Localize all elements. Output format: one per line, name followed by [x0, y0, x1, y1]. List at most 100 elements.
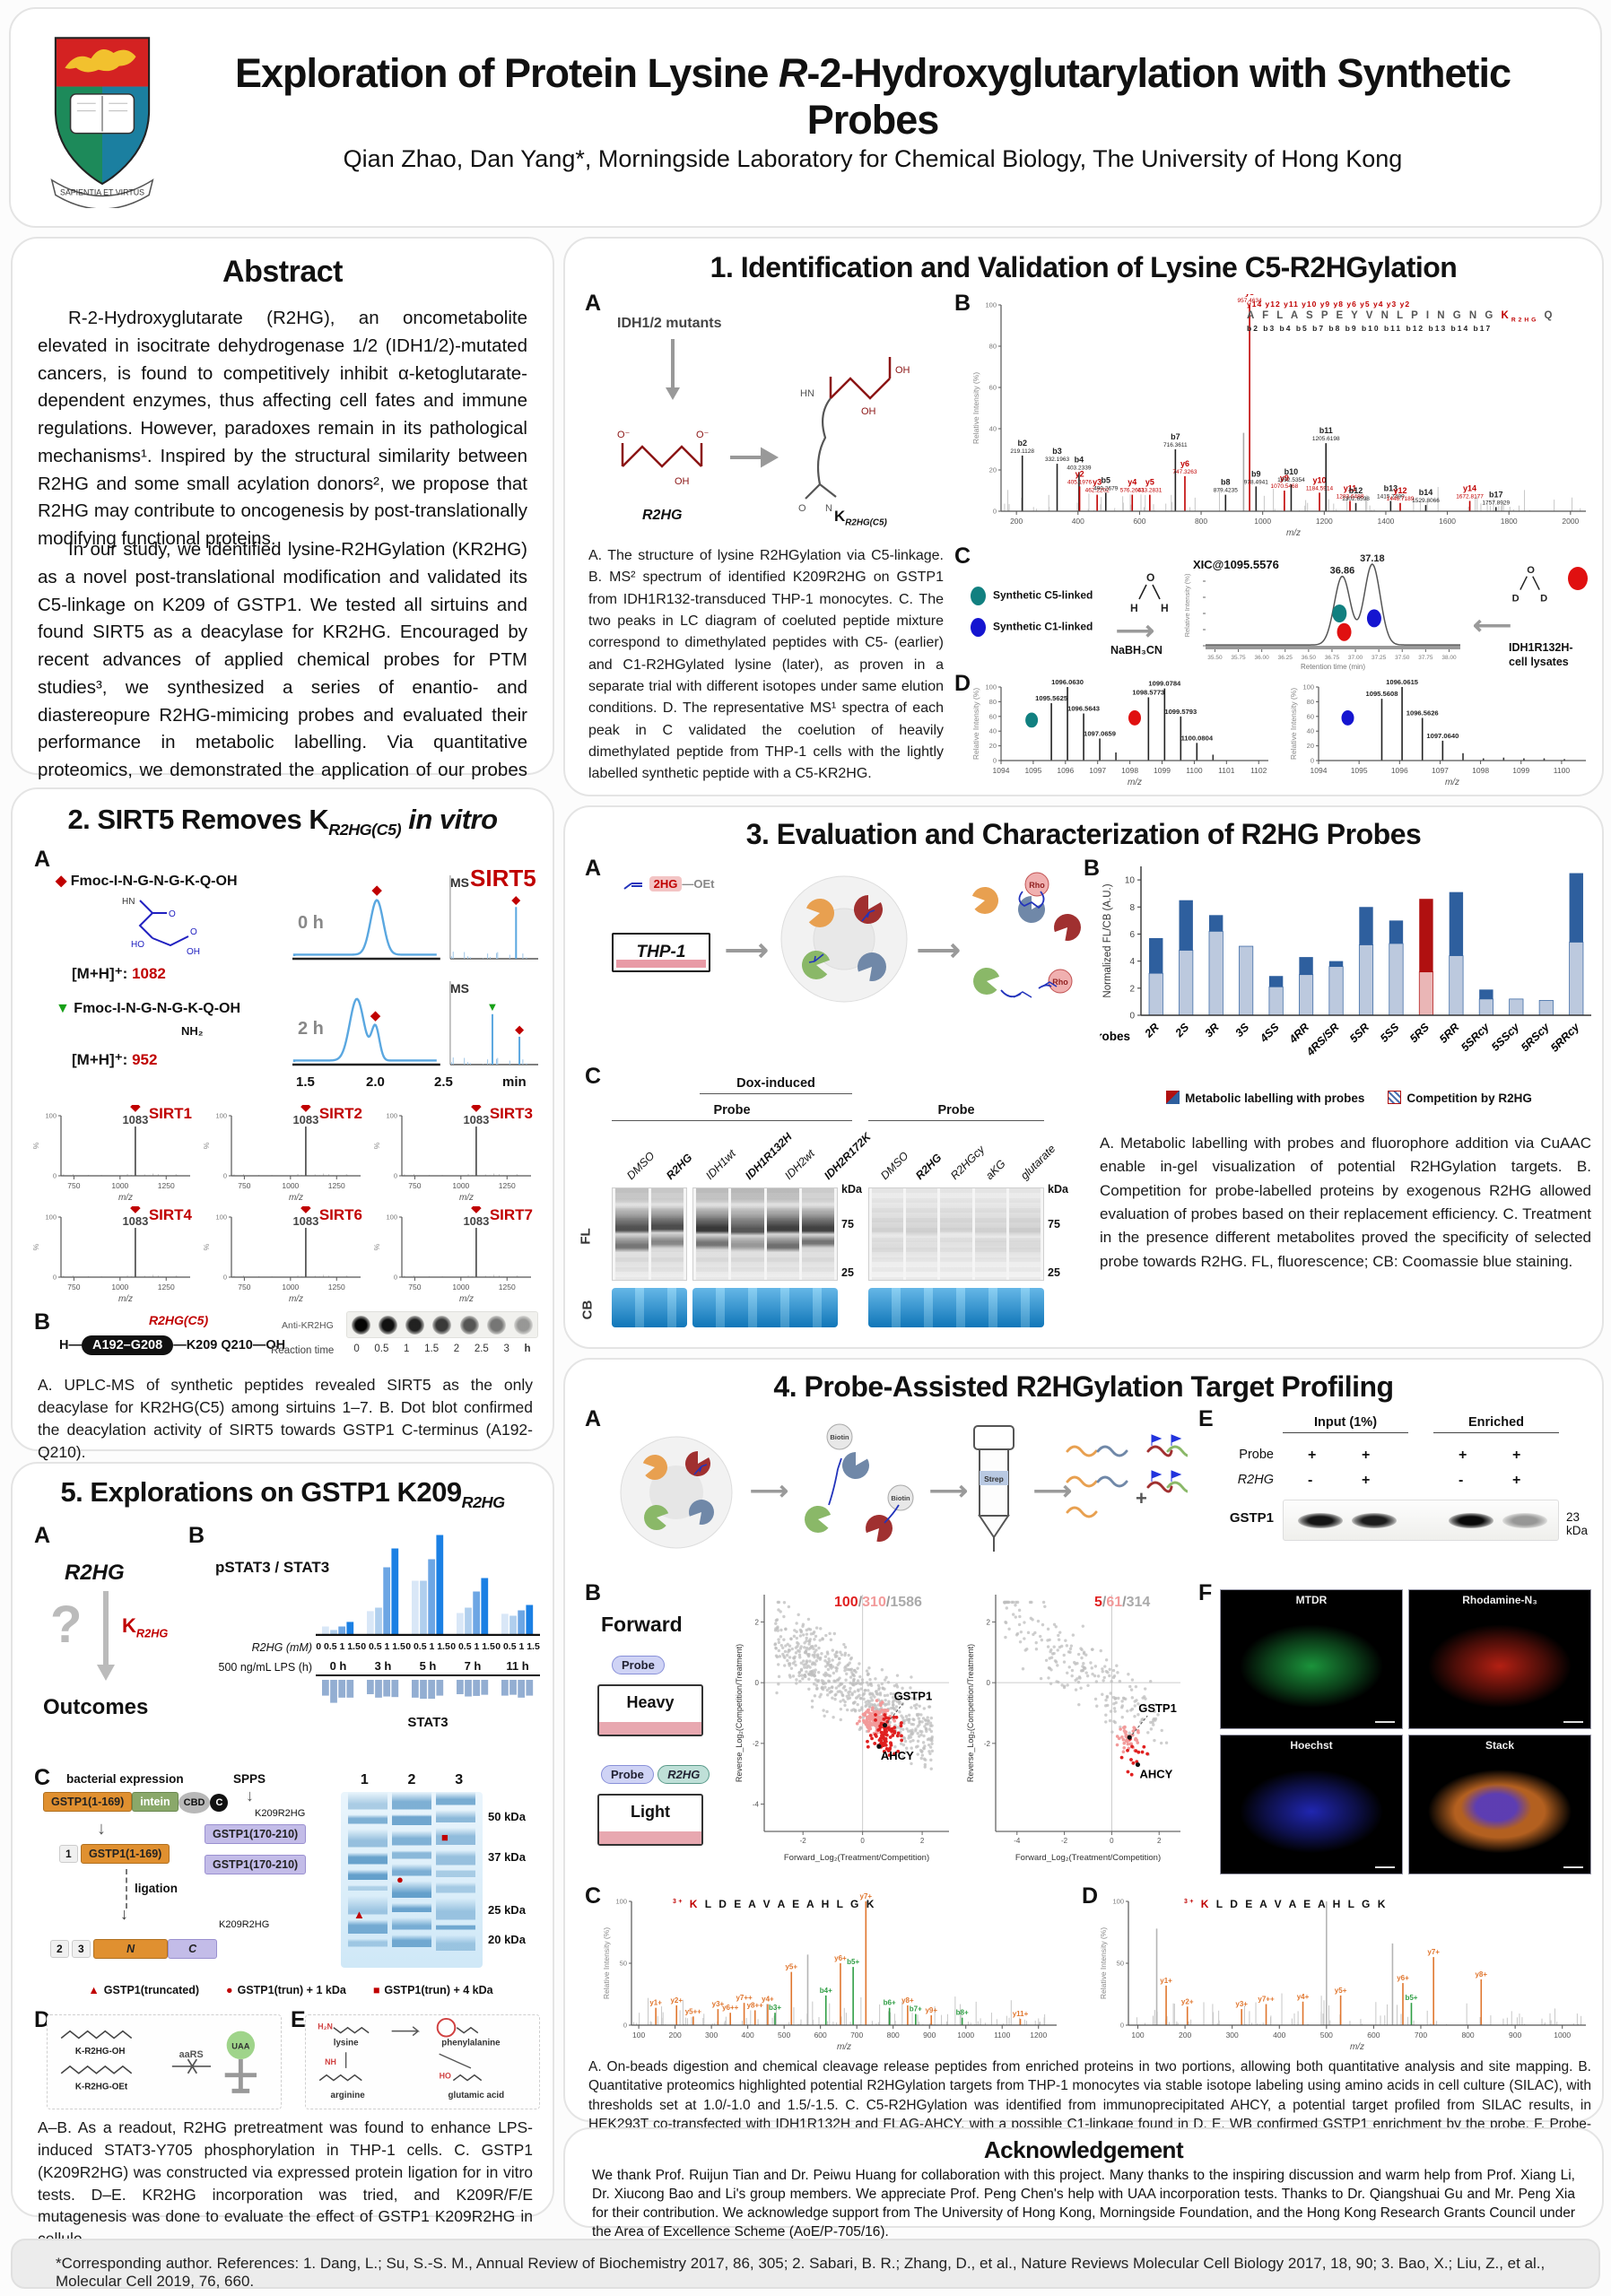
svg-text:5SRcy: 5SRcy: [1459, 1020, 1493, 1054]
bar-chart-legend: Metabolic labelling with probes Competit…: [1103, 1091, 1595, 1105]
svg-text:0: 0: [394, 1172, 397, 1180]
svg-text:O: O: [169, 909, 176, 919]
svg-text:◆: ◆: [300, 1105, 311, 1114]
svg-text:1083: 1083: [463, 1214, 489, 1228]
svg-text:1096.0630: 1096.0630: [1051, 678, 1084, 686]
fluorescence-image: Stack: [1408, 1735, 1591, 1874]
svg-text:2: 2: [987, 1618, 991, 1626]
svg-text:5SScy: 5SScy: [1489, 1020, 1522, 1053]
svg-text:5RR: 5RR: [1437, 1021, 1462, 1046]
svg-text:b4: b4: [1075, 455, 1084, 464]
svg-text:1000: 1000: [1554, 2031, 1571, 2039]
svg-text:◆: ◆: [300, 1206, 311, 1215]
svg-text:b6+: b6+: [884, 1999, 896, 2007]
outcome-arrow-icon: [97, 1591, 115, 1681]
svg-text:38.00: 38.00: [1441, 655, 1457, 661]
svg-text:y6+: y6+: [1397, 1974, 1409, 1982]
panel-letter-e: E: [1198, 1406, 1214, 1431]
red-diamond-icon: ◆: [56, 874, 67, 889]
gel-lane-label: IDH2R172K: [822, 1130, 874, 1182]
svg-text:1800: 1800: [1501, 517, 1518, 526]
ligation-dash: [126, 1869, 127, 1909]
svg-text:1098.5773: 1098.5773: [1132, 688, 1164, 696]
svg-text:1096.0615: 1096.0615: [1386, 678, 1419, 686]
count-sep: /: [1102, 1595, 1107, 1610]
svg-text:arginine: arginine: [331, 2091, 366, 2100]
trace-0h-label: 0 h: [298, 913, 324, 933]
svg-text:m/z: m/z: [1128, 778, 1142, 787]
svg-text:+: +: [1136, 1487, 1147, 1509]
gel-symbol-icon: ▲: [88, 1984, 100, 1996]
svg-text:80: 80: [989, 698, 997, 706]
blot-dot: [487, 1315, 507, 1335]
svg-text:y3+: y3+: [1235, 2000, 1248, 2008]
svg-text:1302.6598: 1302.6598: [1342, 496, 1370, 502]
svg-text:100: 100: [215, 1112, 227, 1120]
pstat3-title: pSTAT3 / STAT3: [215, 1559, 330, 1576]
gel-symbol-legend: ▲ GSTP1(truncated) ● GSTP1(trun) + 1 kDa ■ GS…: [48, 1984, 533, 1996]
scatter-counts-right: 5/61/314: [1094, 1595, 1150, 1611]
svg-text:40: 40: [989, 425, 997, 433]
panel-letter-a: A: [34, 847, 51, 872]
svg-text:2: 2: [1157, 1837, 1162, 1845]
scale-bar: [1375, 1866, 1395, 1868]
svg-text:60: 60: [989, 384, 997, 392]
fl-row-label: FL: [578, 1228, 594, 1245]
lps-row-label: 500 ng/mL LPS (h): [218, 1661, 312, 1674]
svg-text:%: %: [372, 1243, 381, 1250]
spps-label: SPPS: [233, 1772, 266, 1786]
svg-text:10: 10: [1125, 876, 1136, 886]
svg-text:NH: NH: [325, 2057, 336, 2066]
probe-2hg-label: 2HG: [649, 876, 683, 891]
svg-text:500: 500: [1320, 2031, 1333, 2039]
section4-title: 4. Probe-Assisted R2HGylation Target Pro…: [773, 1370, 1394, 1403]
fl-gel-idh: [692, 1187, 838, 1281]
peptide-sequence: A F L A S P E Y V N L P I N G N G KR2HG …: [1247, 309, 1555, 323]
lysate-red-dot-icon: [1568, 567, 1588, 590]
gel-lane: [391, 1792, 431, 1968]
svg-text:-2: -2: [800, 1837, 807, 1845]
gel-lane: [872, 1188, 904, 1280]
wb-band-strip: [1283, 1500, 1559, 1541]
gel-lane: [974, 1188, 1006, 1280]
svg-text:y2: y2: [1075, 469, 1084, 478]
title-post: -2-Hydroxyglutarylation with Synthetic P…: [806, 50, 1511, 143]
svg-text:600: 600: [1133, 517, 1145, 526]
svg-text:100: 100: [985, 301, 997, 309]
svg-text:⟶: ⟶: [750, 1476, 788, 1506]
svg-text:1096: 1096: [1057, 766, 1074, 775]
dotblot-antibody-label: Anti-KR2HG: [282, 1320, 334, 1331]
panel-letter-a: A: [585, 291, 602, 316]
sirt-name-label: SIRT2: [318, 1105, 362, 1122]
svg-text:m/z: m/z: [1350, 2042, 1364, 2052]
ms2-peptide-ladder: y14 y12 y11 y10 y9 y8 y6 y5 y4 y3 y2 A F…: [1247, 300, 1554, 334]
panel-letter-d: D: [954, 671, 971, 696]
wb-band-blob: [1352, 1513, 1397, 1528]
svg-text:◆: ◆: [130, 1206, 141, 1215]
svg-text:y1+: y1+: [649, 1999, 662, 2007]
fluorescence-label: MTDR: [1295, 1594, 1328, 1606]
wb-band-blob: [1449, 1513, 1493, 1528]
scale-bar: [1563, 1721, 1583, 1723]
svg-text:1000: 1000: [282, 1283, 299, 1292]
gel-legend-item: ● GSTP1(trun) + 1 kDa: [226, 1984, 346, 1996]
pstat3-bars: [316, 1528, 540, 1637]
svg-text:2R: 2R: [1142, 1021, 1162, 1040]
svg-text:5RScy: 5RScy: [1519, 1020, 1553, 1054]
nabh3cn-arrow-left: ⟵: [1473, 611, 1512, 640]
svg-text:1400: 1400: [1377, 517, 1394, 526]
ligation-scheme: bacterial expression GSTP1(1-169) intein C…: [43, 1772, 321, 1979]
wb-value: +: [1362, 1448, 1371, 1463]
svg-text:1101: 1101: [1218, 766, 1235, 775]
svg-text:1250: 1250: [158, 1283, 175, 1292]
svg-text:462.2202: 462.2202: [1085, 488, 1110, 494]
forward-label: Forward: [601, 1613, 683, 1636]
section5-card: 5. Explorations on GSTP1 K209R2HG A R2HG…: [11, 1462, 554, 2248]
svg-text:y9+: y9+: [925, 2006, 937, 2014]
svg-text:0: 0: [1311, 757, 1314, 765]
svg-text:1095.5608: 1095.5608: [1366, 690, 1398, 698]
count-value: 1586: [890, 1595, 922, 1610]
svg-text:60: 60: [989, 712, 997, 720]
mutagenesis-box: H₂N lysine phenylalanine NH arginine HO …: [305, 2014, 540, 2109]
